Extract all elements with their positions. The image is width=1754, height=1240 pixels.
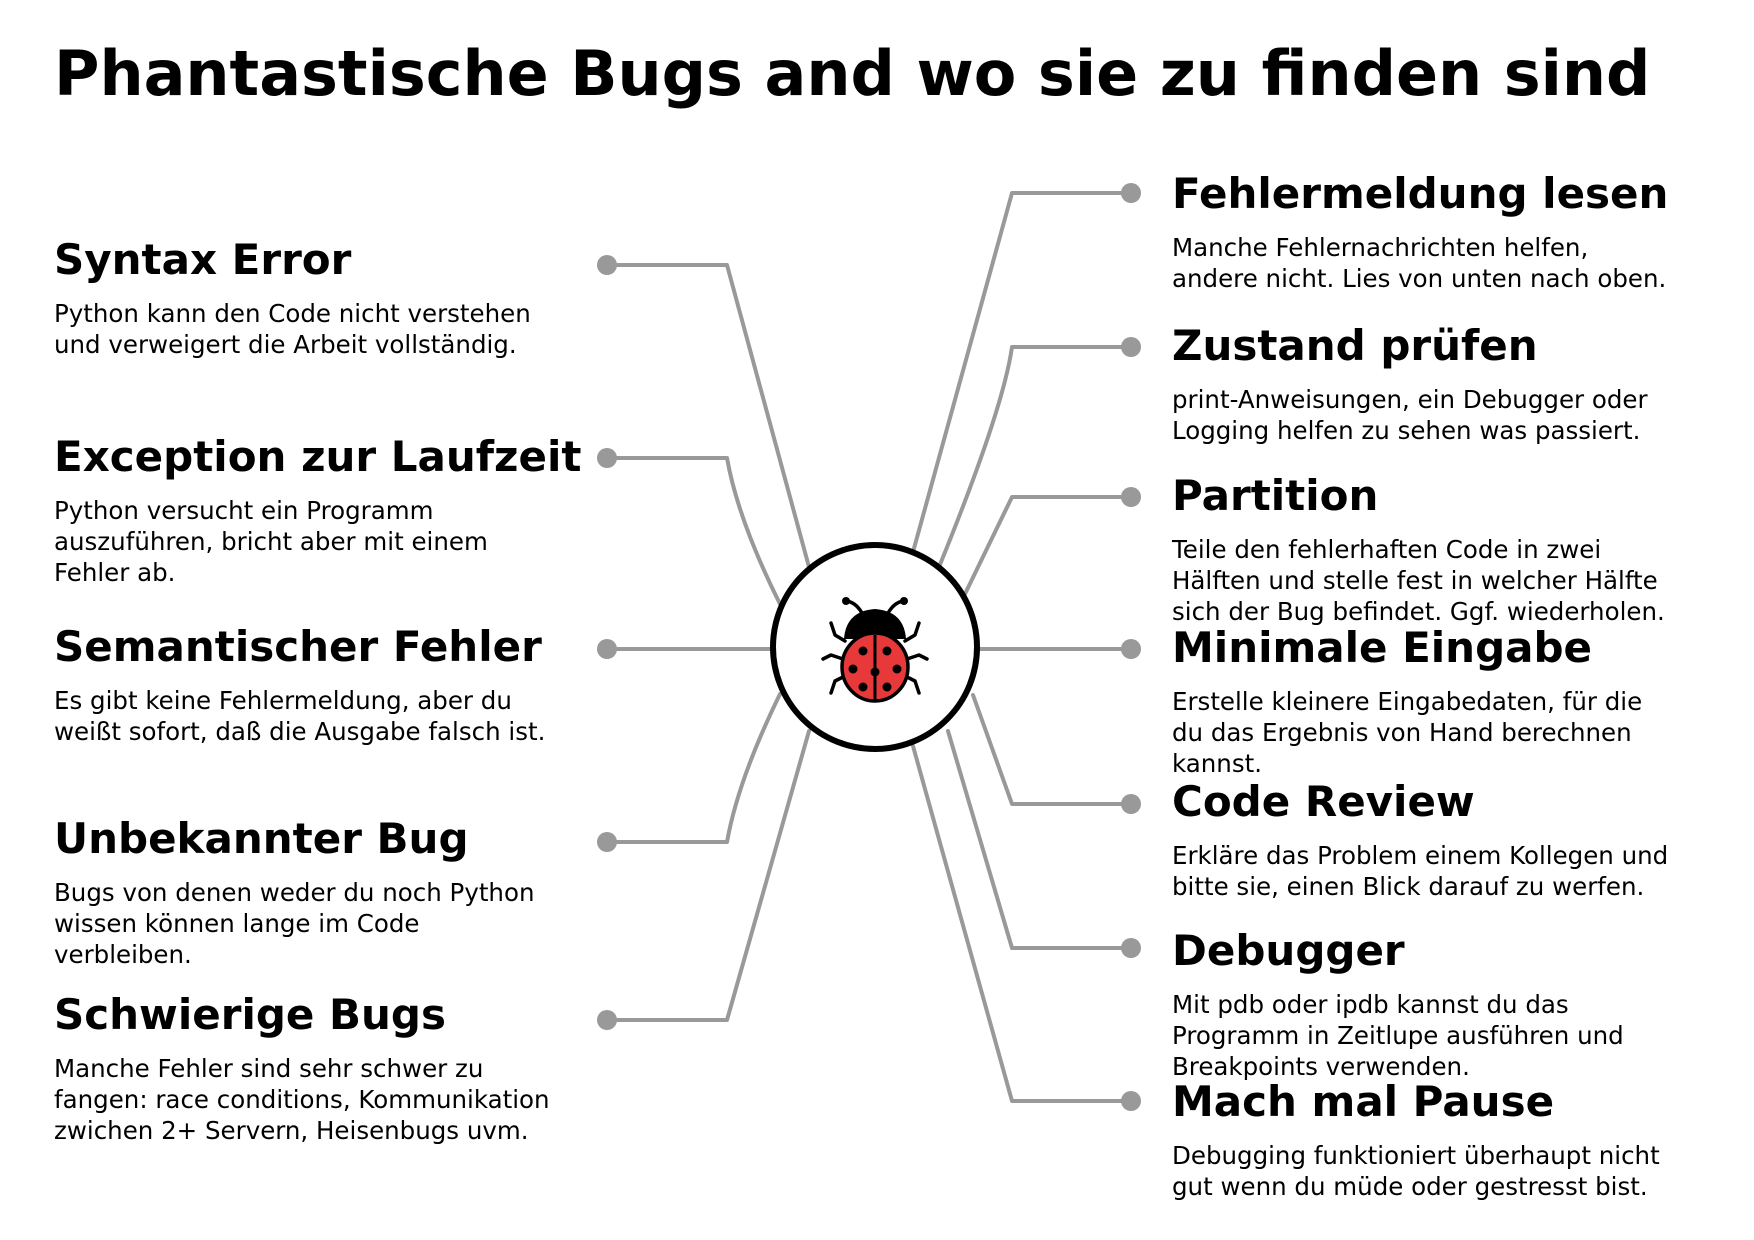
- connector-right-3: [964, 497, 1131, 596]
- item-title: Code Review: [1172, 778, 1668, 826]
- connector-right-6: [948, 731, 1131, 948]
- item-syntax-error: Syntax Error Python kann den Code nicht …: [54, 236, 531, 360]
- connector-right-7: [913, 746, 1131, 1101]
- item-code-review: Code Review Erkläre das Problem einem Ko…: [1172, 778, 1668, 902]
- item-description: Es gibt keine Fehlermeldung, aber du wei…: [54, 685, 545, 747]
- connector-dot-left-5: [597, 1010, 617, 1030]
- item-description: print-Anweisungen, ein Debugger oder Log…: [1172, 384, 1648, 446]
- item-read-error-message: Fehlermeldung lesen Manche Fehlernachric…: [1172, 170, 1668, 294]
- item-title: Fehlermeldung lesen: [1172, 170, 1668, 218]
- connector-left-4: [607, 694, 780, 842]
- item-description: Erkläre das Problem einem Kollegen und b…: [1172, 840, 1668, 902]
- connector-left-1: [607, 265, 809, 567]
- item-title: Unbekannter Bug: [54, 815, 534, 863]
- item-title: Schwierige Bugs: [54, 991, 550, 1039]
- item-description: Python kann den Code nicht verstehen und…: [54, 298, 531, 360]
- connector-dot-left-3: [597, 639, 617, 659]
- connector-dot-left-4: [597, 832, 617, 852]
- connector-left-5: [607, 731, 809, 1020]
- item-title: Semantischer Fehler: [54, 623, 545, 671]
- item-description: Erstelle kleinere Eingabedaten, für die …: [1172, 686, 1642, 779]
- page-title: Phantastische Bugs and wo sie zu finden …: [54, 38, 1650, 109]
- item-description: Teile den fehlerhaften Code in zwei Hälf…: [1172, 534, 1665, 627]
- item-exception-runtime: Exception zur Laufzeit Python versucht e…: [54, 433, 581, 588]
- connector-dot-right-4: [1121, 639, 1141, 659]
- item-difficult-bugs: Schwierige Bugs Manche Fehler sind sehr …: [54, 991, 550, 1146]
- item-description: Python versucht ein Programm auszuführen…: [54, 495, 581, 588]
- item-unknown-bug: Unbekannter Bug Bugs von denen weder du …: [54, 815, 534, 970]
- item-take-a-break: Mach mal Pause Debugging funktioniert üb…: [1172, 1078, 1660, 1202]
- item-semantic-error: Semantischer Fehler Es gibt keine Fehler…: [54, 623, 545, 747]
- connector-left-2: [607, 458, 780, 604]
- connector-dot-right-1: [1121, 183, 1141, 203]
- item-title: Zustand prüfen: [1172, 322, 1648, 370]
- item-description: Manche Fehler sind sehr schwer zu fangen…: [54, 1053, 550, 1146]
- connector-dot-right-7: [1121, 1091, 1141, 1111]
- item-title: Syntax Error: [54, 236, 531, 284]
- item-title: Mach mal Pause: [1172, 1078, 1660, 1126]
- item-title: Minimale Eingabe: [1172, 624, 1642, 672]
- connector-dot-right-5: [1121, 794, 1141, 814]
- ladybug-icon: [817, 589, 933, 705]
- connector-right-2: [939, 347, 1131, 567]
- item-check-state: Zustand prüfen print-Anweisungen, ein De…: [1172, 322, 1648, 446]
- connector-dot-left-2: [597, 448, 617, 468]
- connector-dot-right-6: [1121, 938, 1141, 958]
- connector-dot-right-3: [1121, 487, 1141, 507]
- connector-dot-left-1: [597, 255, 617, 275]
- item-description: Manche Fehlernachrichten helfen, andere …: [1172, 232, 1668, 294]
- item-minimal-input: Minimale Eingabe Erstelle kleinere Einga…: [1172, 624, 1642, 779]
- connector-right-5: [973, 695, 1131, 804]
- item-title: Debugger: [1172, 927, 1624, 975]
- central-hub: [770, 542, 980, 752]
- item-debugger: Debugger Mit pdb oder ipdb kannst du das…: [1172, 927, 1624, 1082]
- item-description: Mit pdb oder ipdb kannst du das Programm…: [1172, 989, 1624, 1082]
- item-description: Bugs von denen weder du noch Python wiss…: [54, 877, 534, 970]
- item-title: Exception zur Laufzeit: [54, 433, 581, 481]
- item-description: Debugging funktioniert überhaupt nicht g…: [1172, 1140, 1660, 1202]
- item-title: Partition: [1172, 472, 1665, 520]
- item-partition: Partition Teile den fehlerhaften Code in…: [1172, 472, 1665, 627]
- connector-dot-right-2: [1121, 337, 1141, 357]
